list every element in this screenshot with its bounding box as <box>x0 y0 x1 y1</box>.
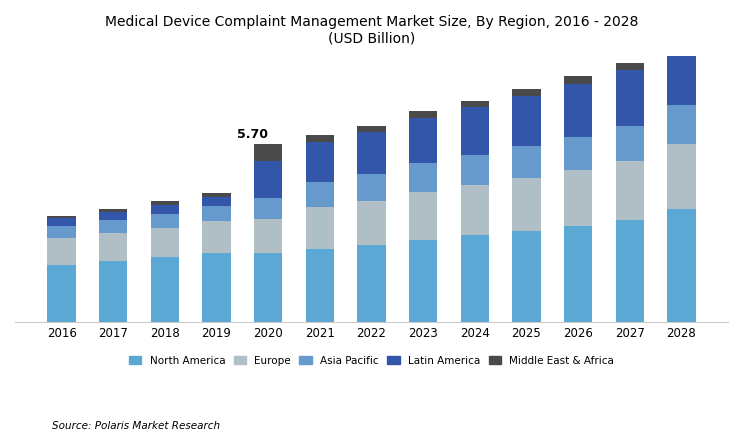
Bar <box>202 221 231 253</box>
Legend: North America, Europe, Asia Pacific, Latin America, Middle East & Africa: North America, Europe, Asia Pacific, Lat… <box>125 352 618 370</box>
Text: 5.70: 5.70 <box>237 128 268 141</box>
Bar <box>461 236 489 322</box>
Bar <box>151 213 179 228</box>
Bar <box>667 210 695 322</box>
Bar <box>512 178 541 231</box>
Bar <box>461 107 489 155</box>
Bar <box>99 262 128 322</box>
Bar <box>48 265 76 322</box>
Bar <box>564 136 592 170</box>
Bar <box>202 253 231 322</box>
Bar <box>615 220 644 322</box>
Title: Medical Device Complaint Management Market Size, By Region, 2016 - 2028
(USD Bil: Medical Device Complaint Management Mark… <box>105 15 638 45</box>
Bar <box>305 135 334 142</box>
Bar <box>409 192 438 239</box>
Bar <box>512 89 541 96</box>
Bar <box>357 246 386 322</box>
Bar <box>409 239 438 322</box>
Bar <box>667 106 695 144</box>
Bar <box>409 118 438 163</box>
Bar <box>667 36 695 44</box>
Bar <box>151 228 179 258</box>
Bar <box>512 231 541 322</box>
Bar <box>202 197 231 206</box>
Bar <box>305 207 334 249</box>
Bar <box>151 201 179 205</box>
Bar <box>667 44 695 106</box>
Bar <box>254 144 282 161</box>
Bar <box>512 146 541 178</box>
Bar <box>357 132 386 174</box>
Bar <box>48 216 76 218</box>
Bar <box>461 185 489 236</box>
Bar <box>667 144 695 210</box>
Bar <box>151 205 179 213</box>
Bar <box>99 233 128 262</box>
Bar <box>254 161 282 198</box>
Bar <box>461 155 489 185</box>
Bar <box>409 163 438 192</box>
Bar <box>357 201 386 246</box>
Bar <box>564 76 592 84</box>
Bar <box>564 170 592 226</box>
Bar <box>151 258 179 322</box>
Bar <box>615 126 644 161</box>
Bar <box>254 198 282 219</box>
Bar <box>357 126 386 132</box>
Bar <box>357 174 386 201</box>
Bar <box>305 249 334 322</box>
Bar <box>254 253 282 322</box>
Bar <box>99 212 128 220</box>
Bar <box>615 70 644 126</box>
Bar <box>202 193 231 197</box>
Bar <box>99 220 128 233</box>
Bar <box>564 84 592 136</box>
Bar <box>254 219 282 253</box>
Bar <box>48 239 76 265</box>
Bar <box>615 161 644 220</box>
Bar <box>409 111 438 118</box>
Bar <box>202 206 231 221</box>
Bar <box>512 96 541 146</box>
Text: Source: Polaris Market Research: Source: Polaris Market Research <box>52 421 220 431</box>
Bar <box>564 226 592 322</box>
Bar <box>48 226 76 239</box>
Bar <box>99 209 128 212</box>
Bar <box>461 101 489 107</box>
Bar <box>305 182 334 207</box>
Bar <box>48 218 76 226</box>
Bar <box>305 142 334 182</box>
Bar <box>615 63 644 70</box>
